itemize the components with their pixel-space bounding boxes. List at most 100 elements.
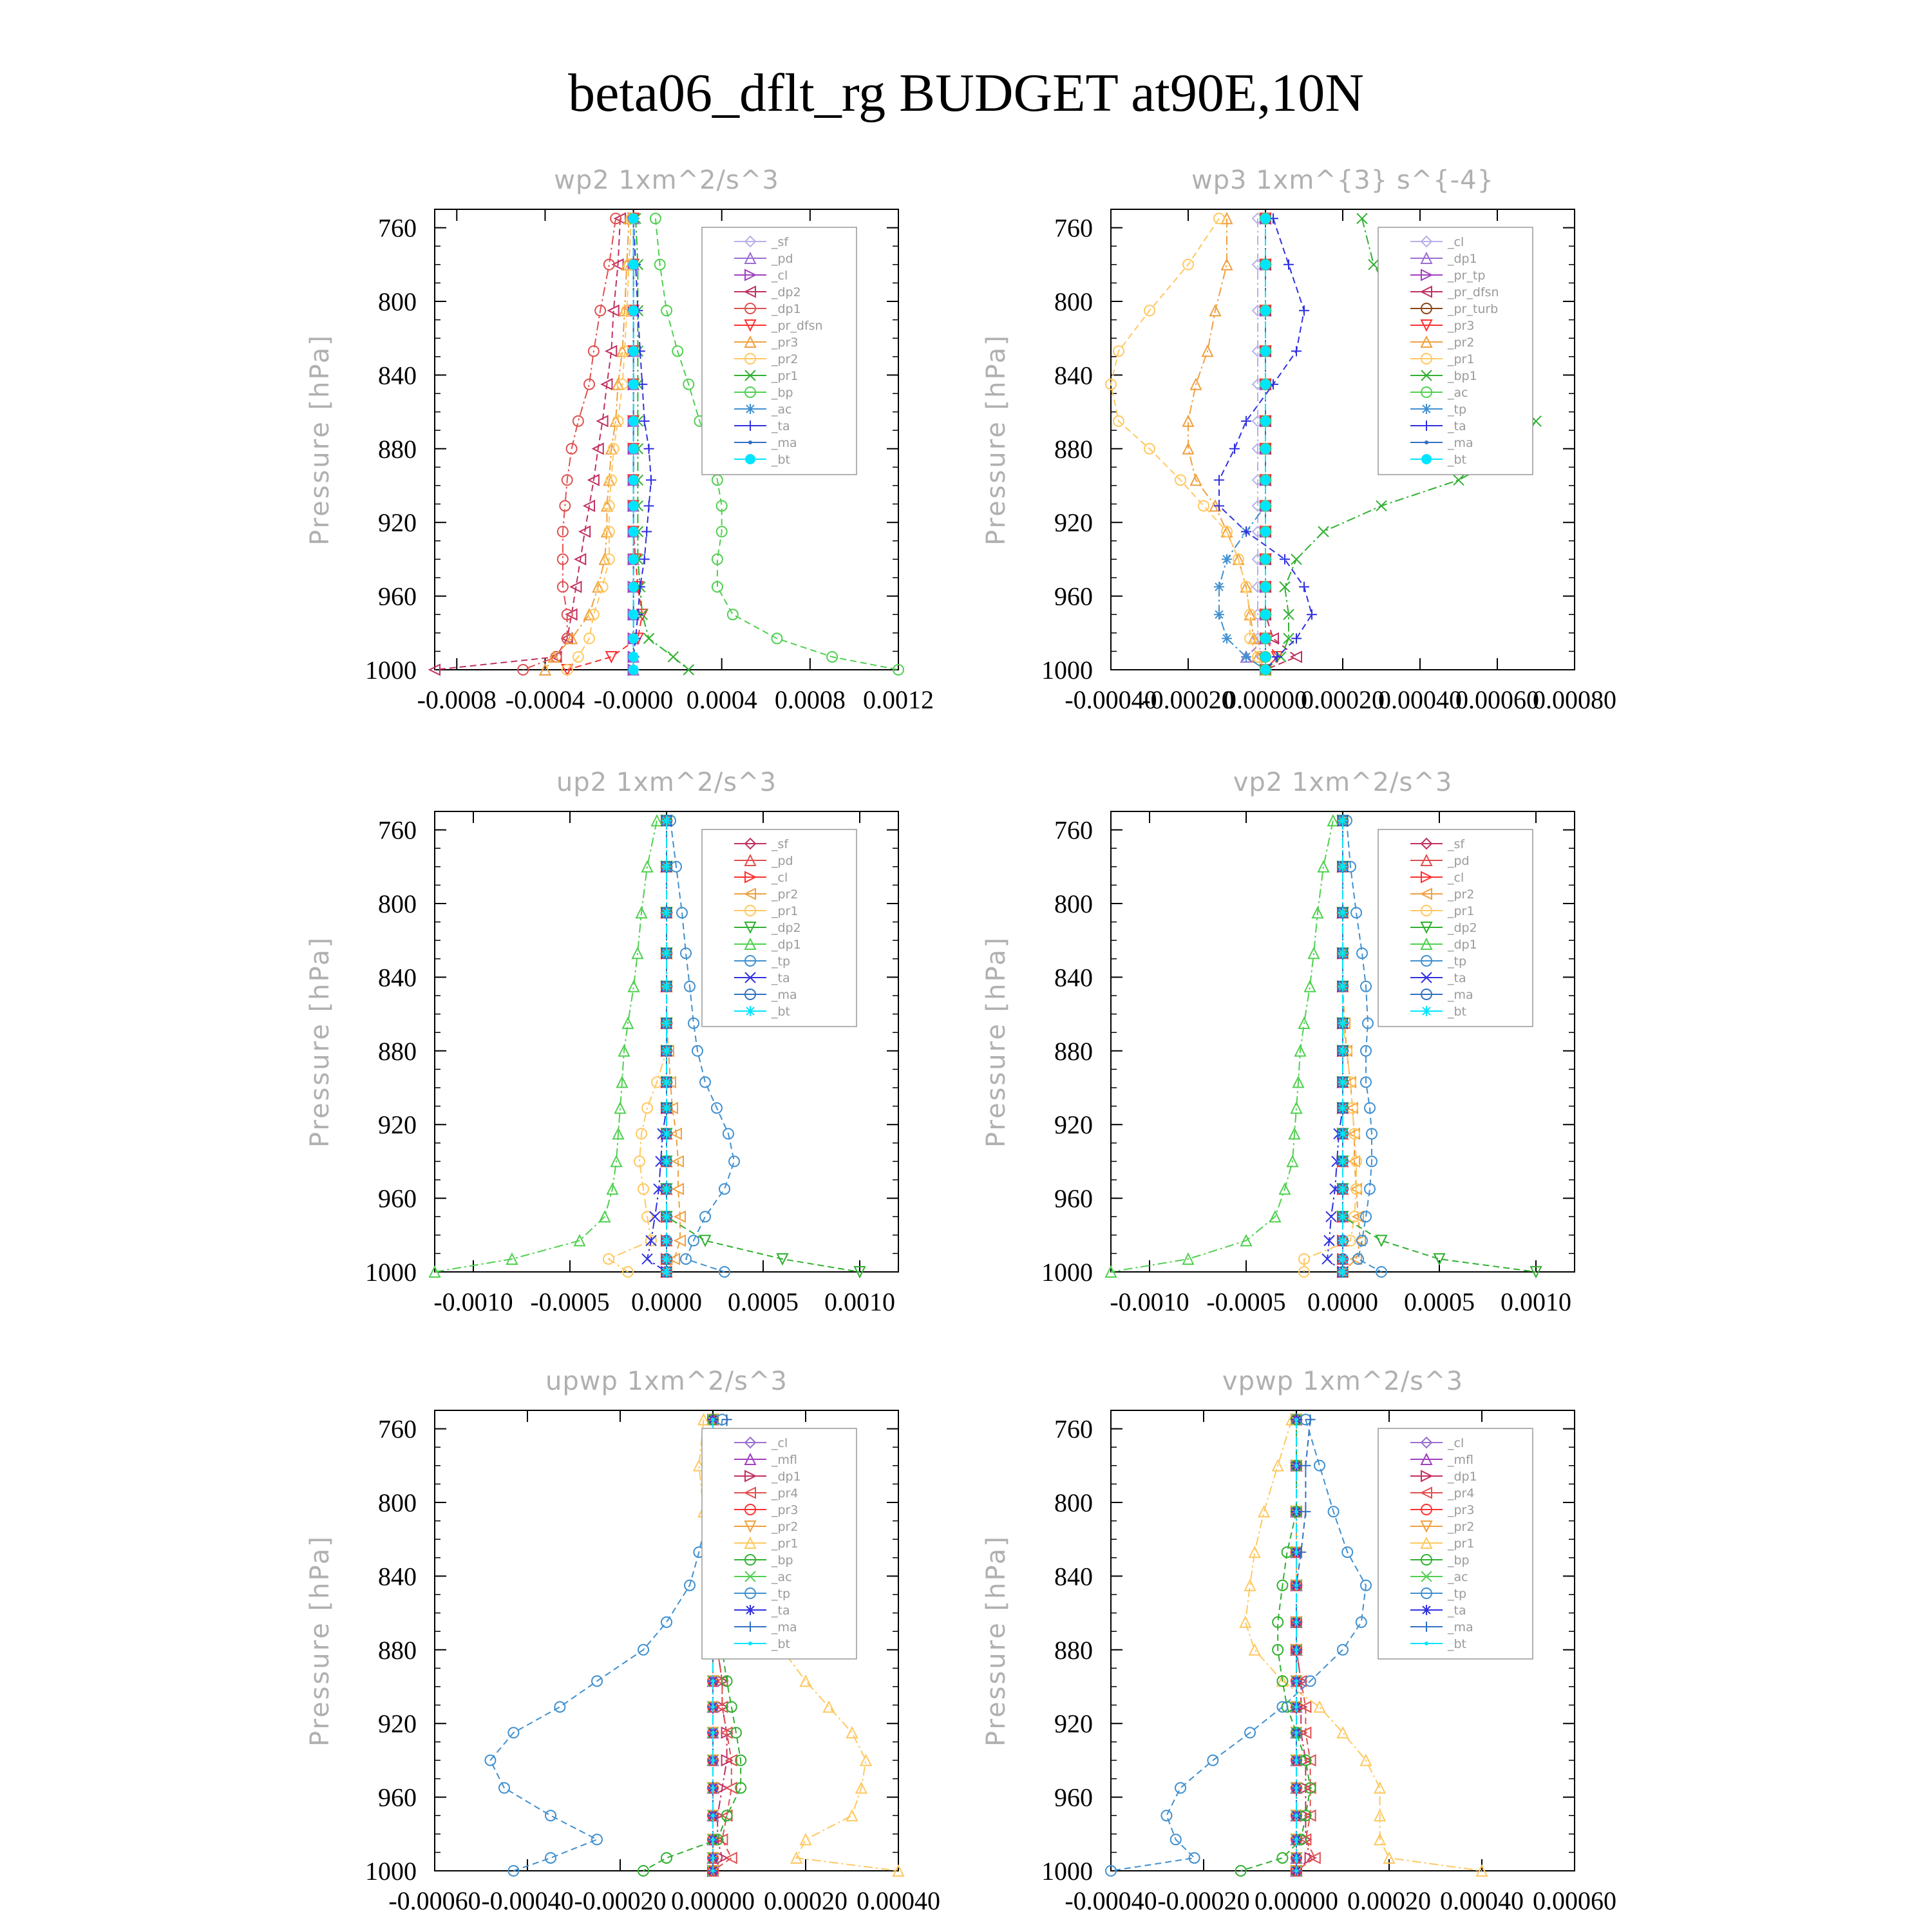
panel-6: vpwp 1xm^2/s^3 Pressure [hPa] 760 800 840 880… bbox=[981, 1367, 1616, 1915]
legend-label: _pr1 bbox=[1447, 352, 1474, 366]
legend-marker bbox=[744, 251, 757, 264]
y-tick-label: 800 bbox=[1054, 889, 1093, 918]
data-point bbox=[641, 1102, 653, 1114]
data-point bbox=[1201, 344, 1214, 357]
data-point bbox=[1356, 947, 1368, 960]
y-tick-label: 1000 bbox=[365, 656, 417, 685]
data-point bbox=[628, 415, 639, 426]
data-point bbox=[639, 554, 650, 565]
legend-marker bbox=[743, 1486, 756, 1499]
data-point bbox=[1530, 1266, 1542, 1279]
data-point bbox=[628, 346, 639, 357]
data-point bbox=[1266, 632, 1279, 645]
y-tick-label: 760 bbox=[1054, 1415, 1093, 1444]
data-point bbox=[667, 1253, 680, 1265]
legend-marker bbox=[1425, 1642, 1428, 1645]
legend-label: _tp bbox=[771, 1587, 790, 1601]
data-point bbox=[1359, 1754, 1372, 1766]
data-point bbox=[1307, 946, 1320, 960]
data-point bbox=[1376, 500, 1387, 512]
data-point bbox=[1366, 1128, 1378, 1140]
data-point bbox=[596, 415, 609, 428]
legend-box bbox=[701, 227, 857, 475]
legend-marker bbox=[1421, 1622, 1432, 1632]
legend-marker bbox=[1421, 1571, 1432, 1582]
legend-item: _pr1 bbox=[734, 1536, 798, 1551]
data-point bbox=[645, 1235, 657, 1247]
legend-item: _pr3 bbox=[734, 335, 798, 350]
legend-label: _bt bbox=[771, 453, 790, 467]
legend-label: _pr_turb bbox=[1447, 302, 1498, 316]
series-bp bbox=[649, 213, 904, 676]
legend-label: _ta bbox=[1447, 1604, 1466, 1618]
data-point bbox=[684, 980, 696, 992]
data-point bbox=[721, 1754, 734, 1767]
series-pr2 bbox=[1182, 212, 1272, 676]
legend-item: _tp bbox=[1410, 1587, 1466, 1601]
data-point bbox=[1182, 258, 1194, 270]
data-point bbox=[719, 1183, 730, 1195]
legend: _cl _mfl _dp1 _pr4 _pr3 _pr2 _pr1 _bp _ac _tp _ta _… bbox=[701, 1428, 857, 1660]
legend-marker bbox=[744, 1436, 757, 1449]
data-point bbox=[672, 345, 684, 357]
data-point bbox=[605, 345, 618, 357]
data-point bbox=[561, 609, 573, 621]
legend-box bbox=[701, 1428, 857, 1660]
legend-item: _ac bbox=[734, 402, 792, 417]
data-point bbox=[498, 1782, 510, 1794]
data-point bbox=[711, 1679, 715, 1683]
data-point bbox=[1290, 1101, 1303, 1114]
legend-label: _ta bbox=[771, 419, 790, 433]
legend-marker bbox=[1421, 905, 1432, 916]
data-point bbox=[1350, 1155, 1362, 1168]
legend-label: _ta bbox=[771, 1604, 790, 1618]
data-point bbox=[1323, 1235, 1335, 1247]
data-point bbox=[583, 632, 595, 645]
panel-4: vp2 1xm^2/s^3 Pressure [hPa] 760 800 840 880 9… bbox=[981, 768, 1575, 1316]
data-point bbox=[1475, 1864, 1488, 1877]
legend-item: _mfl bbox=[1410, 1452, 1473, 1467]
data-point bbox=[587, 609, 600, 621]
data-point bbox=[628, 633, 639, 644]
data-point bbox=[1222, 633, 1232, 644]
legend-marker bbox=[1420, 937, 1433, 950]
legend-label: _cl bbox=[1447, 1436, 1464, 1450]
legend-marker bbox=[744, 871, 757, 884]
data-point bbox=[1299, 1700, 1312, 1714]
data-point bbox=[1189, 473, 1202, 486]
data-point bbox=[1276, 1852, 1289, 1864]
y-axis-label: Pressure [hPa] bbox=[305, 1535, 335, 1747]
data-point bbox=[1317, 860, 1330, 873]
legend-item: _cl bbox=[734, 1436, 788, 1450]
data-point bbox=[594, 305, 607, 317]
data-point bbox=[735, 1782, 747, 1794]
x-tick-label: 0.0005 bbox=[1404, 1287, 1475, 1316]
data-point bbox=[1105, 1865, 1117, 1877]
y-tick-label: 840 bbox=[378, 1562, 417, 1591]
legend-label: _bt bbox=[771, 1005, 790, 1019]
data-point bbox=[596, 581, 609, 593]
data-point bbox=[1113, 345, 1124, 357]
legend-item: _ta bbox=[734, 419, 790, 433]
data-point bbox=[711, 1705, 715, 1709]
series-bt bbox=[1338, 815, 1348, 1277]
data-point bbox=[612, 1127, 625, 1140]
data-point bbox=[643, 443, 654, 454]
legend-item: _ma bbox=[1410, 436, 1473, 450]
data-point bbox=[661, 1156, 672, 1167]
legend-item: _ac bbox=[1410, 1570, 1468, 1584]
data-point bbox=[1188, 1852, 1200, 1864]
data-point bbox=[1360, 1076, 1372, 1088]
y-tick-label: 920 bbox=[378, 508, 417, 537]
data-point bbox=[611, 258, 624, 271]
data-point bbox=[711, 1869, 715, 1873]
legend-item: _ma bbox=[734, 436, 797, 450]
data-point bbox=[661, 1616, 672, 1628]
data-point bbox=[1291, 633, 1302, 644]
data-point bbox=[1376, 1266, 1387, 1278]
legend-item: _dp2 bbox=[1410, 921, 1477, 935]
data-point bbox=[799, 1833, 812, 1846]
data-point bbox=[1338, 907, 1348, 918]
data-point bbox=[1305, 1414, 1316, 1425]
data-point bbox=[711, 1417, 715, 1422]
